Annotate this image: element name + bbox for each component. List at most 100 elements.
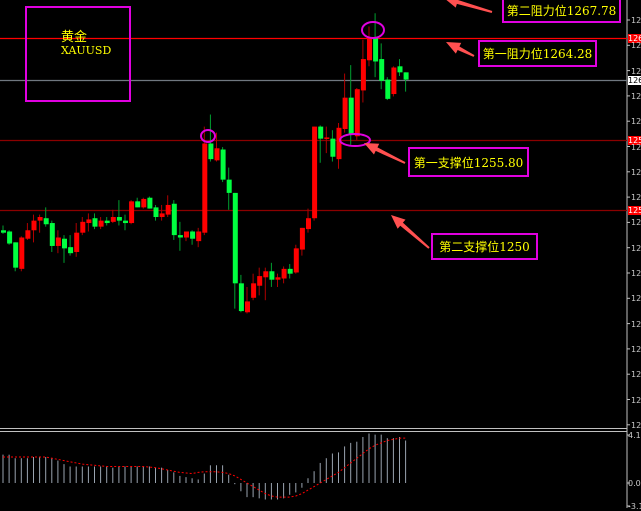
y-tick-label: 1240.50 [631, 319, 641, 329]
bullish-candle [354, 89, 360, 137]
bullish-candle [214, 148, 220, 161]
support-2-label: 第二支撑位1250 [431, 233, 538, 260]
bearish-candle [123, 220, 128, 224]
bullish-candle [202, 143, 208, 233]
bullish-candle [165, 204, 171, 215]
bearish-candle [49, 223, 55, 246]
bullish-candle [257, 276, 263, 286]
bearish-candle [330, 138, 336, 157]
y-tick-label: 1242.60 [631, 294, 641, 304]
y-tick-label: 1263.60 [631, 41, 641, 51]
bullish-candle [245, 301, 250, 313]
bullish-candle [324, 137, 330, 139]
bullish-candle [299, 227, 305, 250]
bullish-candle [275, 277, 281, 280]
y-tick-label: 1259.40 [631, 91, 641, 101]
bearish-candle [116, 217, 122, 221]
y-tick-label: 1248.90 [631, 218, 641, 228]
bullish-candle [312, 126, 318, 219]
y-tick-label: 1257.30 [631, 117, 641, 127]
bearish-candle [92, 218, 98, 227]
bullish-candle [281, 268, 287, 279]
y-tick-label: 1244.70 [631, 269, 641, 278]
bearish-candle [208, 143, 214, 160]
bearish-candle [147, 197, 153, 209]
bullish-candle [196, 231, 202, 242]
level-price-tag: 1260.80 [628, 76, 641, 85]
resistance-2-label: 第二阻力位1267.78 [502, 0, 621, 23]
annotation-arrow-icon [446, 0, 493, 13]
bearish-candle [177, 235, 183, 238]
level-price-tag: 1250.00 [628, 206, 641, 215]
bullish-candle [141, 198, 147, 208]
bearish-candle [220, 149, 226, 180]
bullish-candle [360, 59, 366, 91]
y-tick-label: 1255.20 [631, 142, 641, 152]
highlight-ellipse [361, 21, 385, 39]
resistance-1-label: 第一阻力位1264.28 [478, 40, 597, 67]
bearish-candle [226, 179, 232, 193]
macd-tick-label: 4.10 [628, 431, 641, 440]
bullish-candle [342, 97, 348, 130]
bullish-candle [367, 37, 372, 61]
bearish-candle [7, 231, 13, 244]
bearish-candle [68, 247, 74, 254]
bullish-candle [55, 237, 61, 246]
bearish-candle [62, 238, 67, 249]
support-1-label: 第一支撑位1255.80 [408, 147, 529, 177]
y-tick-label: 1236.30 [631, 370, 641, 380]
y-tick-label: 1253.10 [631, 167, 641, 177]
bearish-candle [1, 230, 6, 233]
bullish-candle [110, 217, 116, 222]
annotation-arrow-icon [391, 215, 430, 249]
symbol-name: 黄金 [61, 30, 88, 45]
highlight-ellipse [339, 133, 371, 147]
y-tick-label: 1265.70 [631, 16, 641, 25]
bearish-candle [190, 231, 196, 239]
bullish-candle [184, 231, 189, 238]
bearish-candle [43, 218, 49, 225]
y-tick-label: 1234.20 [631, 395, 641, 405]
bearish-candle [379, 59, 385, 81]
bearish-candle [318, 126, 324, 139]
bearish-candle [397, 66, 403, 73]
symbol-box: 黄金 XAUUSD [25, 6, 131, 102]
bearish-candle [403, 72, 409, 80]
bearish-candle [153, 207, 159, 218]
bullish-candle [251, 283, 257, 298]
bullish-candle [263, 271, 269, 278]
bullish-candle [159, 213, 165, 218]
bearish-candle [348, 97, 354, 136]
bearish-candle [269, 271, 275, 280]
bullish-candle [74, 232, 80, 252]
bullish-candle [306, 218, 311, 230]
bearish-candle [385, 79, 391, 99]
bearish-candle [135, 201, 141, 208]
y-tick-label: 1232.10 [631, 420, 641, 430]
bearish-candle [238, 283, 244, 312]
y-tick-label: 1246.80 [631, 243, 641, 253]
bearish-candle [287, 268, 293, 274]
bearish-candle [373, 37, 379, 62]
macd-signal-line [3, 437, 406, 498]
level-price-tag: 1264.28 [628, 34, 641, 43]
bullish-candle [19, 237, 25, 269]
macd-tick-label: 0.00 [628, 479, 641, 488]
bearish-candle [171, 203, 177, 236]
bullish-candle [391, 67, 397, 95]
y-tick-label: 1238.40 [631, 344, 641, 354]
macd-tick-label: -3.10 [628, 502, 641, 511]
bullish-candle [25, 230, 31, 239]
bullish-candle [293, 248, 299, 273]
bullish-candle [98, 220, 104, 227]
annotation-arrow-icon [364, 143, 406, 164]
bullish-candle [86, 219, 92, 224]
symbol-code: XAUUSD [61, 44, 112, 57]
level-price-tag: 1255.80 [628, 136, 641, 145]
bearish-candle [232, 192, 238, 284]
bullish-candle [336, 127, 342, 160]
bearish-candle [104, 220, 110, 224]
